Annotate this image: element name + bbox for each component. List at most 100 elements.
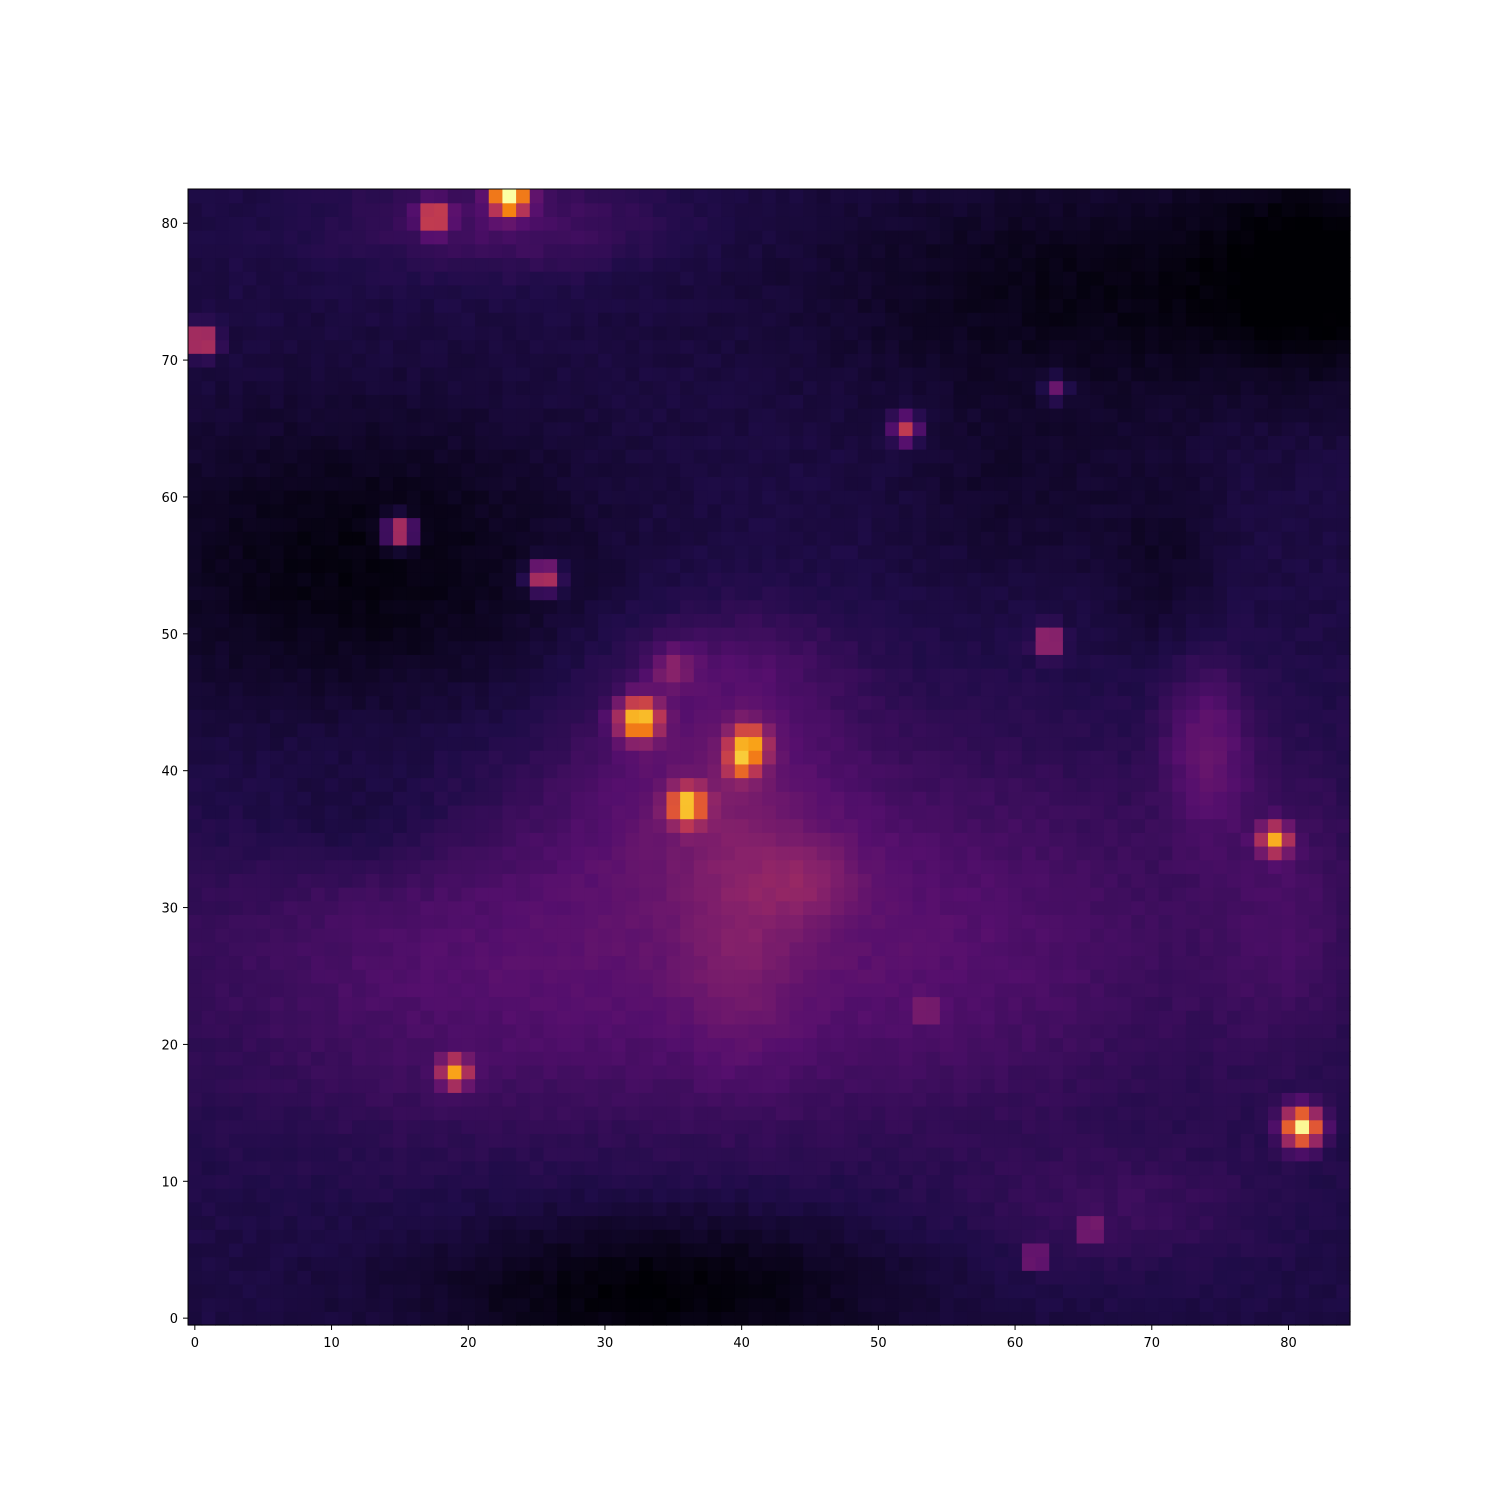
heatmap-cell (529, 558, 545, 573)
heatmap-cell (625, 928, 640, 943)
heatmap-cell (844, 1311, 859, 1326)
heatmap-cell (652, 996, 668, 1011)
heatmap-cell (762, 1160, 777, 1176)
heatmap-cell (188, 804, 203, 820)
heatmap-cell (639, 914, 654, 929)
heatmap-cell (1021, 1256, 1037, 1271)
heatmap-cell (1062, 1283, 1078, 1299)
heatmap-cell (1172, 722, 1187, 738)
heatmap-cell (488, 832, 504, 847)
heatmap-cell (1144, 1147, 1160, 1162)
heatmap-cell (297, 982, 312, 998)
heatmap-cell (570, 1092, 586, 1107)
heatmap-cell (256, 750, 271, 765)
heatmap-cell (1185, 531, 1201, 546)
heatmap-cell (229, 914, 244, 929)
heatmap-cell (1295, 1064, 1310, 1080)
heatmap-cell (1254, 1106, 1269, 1121)
heatmap-cell (748, 626, 763, 642)
heatmap-cell (598, 914, 613, 929)
heatmap-cell (434, 585, 449, 601)
heatmap-cell (734, 887, 750, 902)
heatmap-cell (297, 668, 312, 683)
heatmap-cell (365, 1215, 380, 1230)
heatmap-cell (461, 1160, 476, 1176)
heatmap-cell (352, 599, 367, 614)
heatmap-cell (994, 1270, 1009, 1285)
heatmap-cell (1131, 1174, 1146, 1189)
heatmap-cell (352, 1297, 367, 1312)
heatmap-cell (707, 681, 722, 697)
heatmap-cell (1049, 531, 1064, 546)
heatmap-cell (1062, 818, 1078, 833)
heatmap-cell (1199, 996, 1214, 1011)
heatmap-cell (1008, 544, 1023, 560)
heatmap-cell (611, 969, 627, 984)
heatmap-cell (338, 1133, 353, 1148)
heatmap-cell (447, 1092, 463, 1107)
heatmap-cell (816, 1188, 832, 1203)
heatmap-cell (406, 1010, 421, 1025)
heatmap-cell (1267, 531, 1283, 546)
heatmap-cell (775, 1119, 791, 1134)
heatmap-cell (188, 900, 203, 915)
heatmap-cell (762, 517, 777, 532)
heatmap-cell (1172, 928, 1187, 943)
heatmap-cell (447, 736, 463, 751)
heatmap-cell (297, 585, 312, 601)
heatmap-cell (188, 640, 203, 655)
heatmap-cell (1062, 1078, 1078, 1093)
heatmap-cell (953, 599, 968, 614)
heatmap-cell (311, 585, 326, 601)
heatmap-cell (611, 982, 627, 998)
heatmap-cell (1267, 887, 1283, 902)
heatmap-cell (461, 1064, 476, 1080)
heatmap-cell (1213, 585, 1228, 601)
heatmap-cell (1226, 1174, 1242, 1189)
heatmap-cell (775, 955, 791, 970)
heatmap-cell (652, 736, 668, 751)
heatmap-cell (1144, 1051, 1160, 1066)
heatmap-cell (598, 1147, 613, 1162)
heatmap-cell (1336, 1201, 1351, 1217)
heatmap-cell (625, 599, 640, 614)
heatmap-cell (215, 1051, 230, 1066)
heatmap-cell (830, 1215, 845, 1230)
heatmap-cell (461, 654, 476, 669)
heatmap-cell (1172, 969, 1187, 984)
heatmap-cell (1144, 818, 1160, 833)
heatmap-cell (611, 585, 627, 601)
heatmap-cell (1131, 1010, 1146, 1025)
heatmap-cell (912, 1242, 927, 1258)
heatmap-cell (1267, 1037, 1283, 1052)
heatmap-cell (652, 544, 668, 560)
heatmap-cell (885, 626, 900, 642)
heatmap-cell (803, 599, 818, 614)
heatmap-cell (953, 1242, 968, 1258)
heatmap-cell (748, 969, 763, 984)
heatmap-cell (652, 1133, 668, 1148)
heatmap-cell (1021, 613, 1037, 628)
heatmap-cell (926, 914, 941, 929)
heatmap-cell (625, 1064, 640, 1080)
heatmap-cell (406, 709, 421, 724)
heatmap-cell (297, 1023, 312, 1039)
heatmap-cell (734, 517, 750, 532)
heatmap-cell (1131, 1256, 1146, 1271)
heatmap-cell (680, 1283, 695, 1299)
heatmap-cell (980, 668, 996, 683)
heatmap-cell (1117, 1023, 1132, 1039)
heatmap-cell (775, 681, 791, 697)
heatmap-cell (393, 572, 408, 587)
heatmap-cell (707, 599, 722, 614)
heatmap-cell (1322, 996, 1337, 1011)
heatmap-cell (898, 1201, 914, 1217)
heatmap-cell (365, 626, 380, 642)
heatmap-cell (830, 928, 845, 943)
heatmap-cell (1103, 1119, 1119, 1134)
heatmap-cell (1131, 1133, 1146, 1148)
heatmap-cell (926, 832, 941, 847)
heatmap-cell (393, 900, 408, 915)
heatmap-cell (352, 791, 367, 806)
heatmap-cell (338, 791, 353, 806)
